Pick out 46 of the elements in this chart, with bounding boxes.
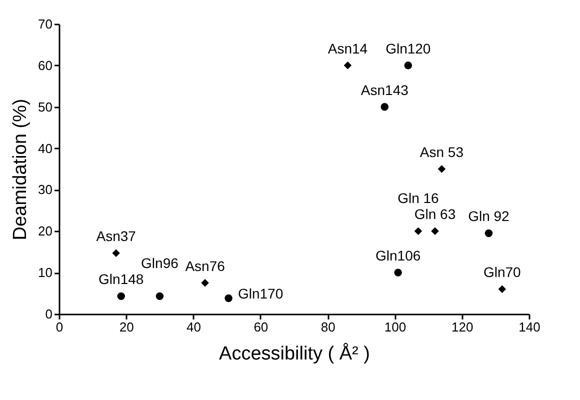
annotation: Gln96 <box>141 255 179 272</box>
point <box>414 227 422 236</box>
annotation: Gln 16 <box>398 190 440 206</box>
annotation: Asn37 <box>96 228 136 244</box>
y-tick-label: 70 <box>38 16 52 32</box>
y-tick-label: 50 <box>38 99 52 114</box>
annotation: Asn14 <box>328 40 368 56</box>
point <box>224 294 232 302</box>
point <box>156 292 164 300</box>
x-tick-label: 140 <box>518 320 540 334</box>
point <box>438 165 446 173</box>
point <box>344 62 352 70</box>
point <box>431 227 439 236</box>
y-tick-label: 10 <box>38 265 52 280</box>
point <box>484 229 493 238</box>
annotation: Gln 63 <box>414 206 456 222</box>
point <box>404 62 412 70</box>
y-axis-title: Deamidation (%) <box>10 98 32 240</box>
point <box>201 279 209 287</box>
y-tick-label: 30 <box>38 182 52 198</box>
y-tick-label: 20 <box>38 224 52 239</box>
x-tick-label: 80 <box>320 320 336 334</box>
y-tick-label: 0 <box>45 306 52 322</box>
annotation: Gln120 <box>386 40 431 56</box>
annotation: Asn143 <box>360 82 409 98</box>
annotation: Gln 92 <box>468 208 510 224</box>
y-tick-label: 40 <box>38 140 52 156</box>
point <box>380 102 389 111</box>
x-tick-label: 100 <box>384 320 406 334</box>
annotation: Asn76 <box>185 258 226 274</box>
x-tick-label: 0 <box>56 320 64 334</box>
annotation: Gln70 <box>483 264 522 280</box>
point <box>117 292 125 300</box>
annotation: Gln106 <box>375 248 421 264</box>
x-tick-label: 60 <box>254 320 268 334</box>
annotation: Gln170 <box>238 285 284 302</box>
x-tick-label: 120 <box>452 320 474 334</box>
point <box>112 249 120 257</box>
x-tick-label: 40 <box>186 320 202 334</box>
point <box>498 285 506 294</box>
annotation: Asn 53 <box>420 144 464 160</box>
x-axis-title: Accessibility ( Å² ) <box>219 342 370 364</box>
y-tick-label: 60 <box>38 58 52 73</box>
x-tick-label: 20 <box>119 320 134 334</box>
annotation: Gln148 <box>98 271 144 288</box>
point <box>394 268 402 276</box>
